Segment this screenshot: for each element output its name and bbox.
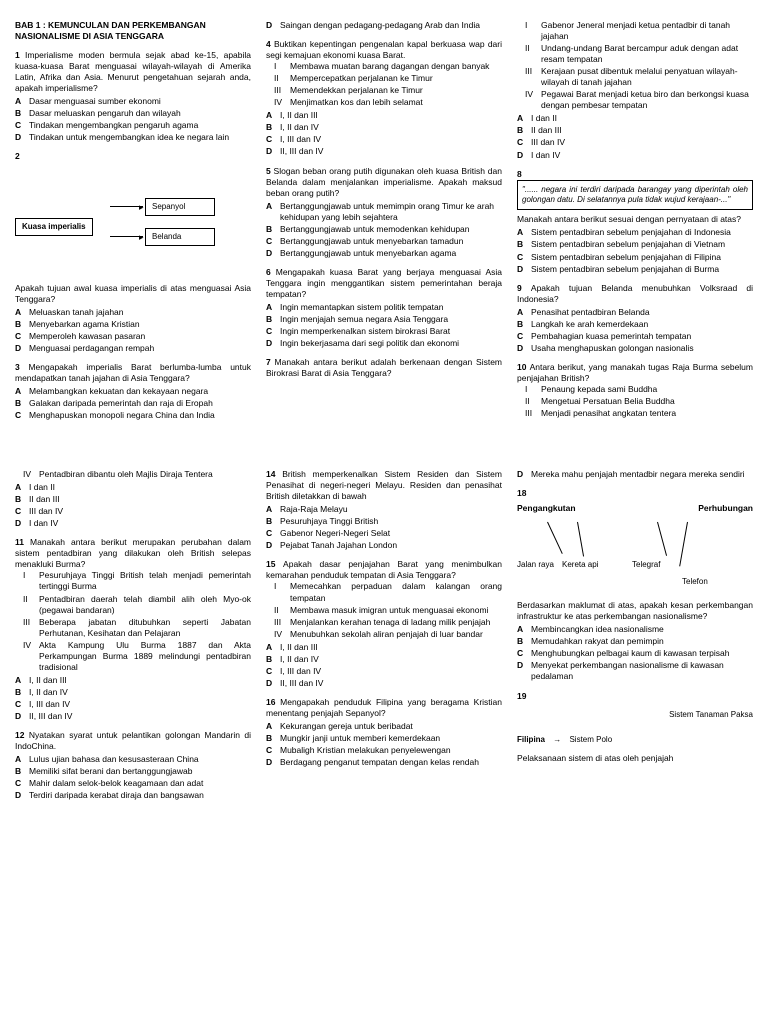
col-2: DSaingan dengan pedagang-pedagang Arab d… [266, 20, 502, 429]
question-9: 9 Apakah tujuan Belanda menubuhkan Volks… [517, 283, 753, 354]
question-5: 5 Slogan beban orang putih digunakan ole… [266, 166, 502, 259]
question-16: 16 Mengapakah penduduk Filipina yang ber… [266, 697, 502, 768]
page-2: IVPentadbiran dibantu oleh Majlis Diraja… [15, 469, 753, 809]
question-2: 2 Kuasa imperialis Sepanyol Belanda ▸ ▸ … [15, 151, 251, 353]
box-main: Kuasa imperialis [15, 218, 93, 236]
question-15: 15 Apakah dasar penjajahan Barat yang me… [266, 559, 502, 689]
infra-diagram: Jalan raya Kereta api Telegraf Telefon [517, 522, 753, 592]
chapter-title: BAB 1 : KEMUNCULAN DAN PERKEMBANGAN NASI… [15, 20, 251, 42]
q2-num: 2 [15, 151, 20, 161]
q1-options: ADasar menguasai sumber ekonomi BDasar m… [15, 96, 251, 143]
col-3: IGabenor Jeneral menjadi ketua pentadbir… [517, 20, 753, 429]
question-7: 7 Manakah antara berikut adalah berkenaa… [266, 357, 502, 379]
question-1: 1 Imperialisme moden bermula sejak abad … [15, 50, 251, 143]
quote-box: "...... negara ini terdiri daripada bara… [517, 180, 753, 211]
q2-diagram: Kuasa imperialis Sepanyol Belanda ▸ ▸ [15, 173, 251, 273]
q1-text: Imperialisme moden bermula sejak abad ke… [15, 50, 251, 93]
question-4: 4 Buktikan kepentingan pengenalan kapal … [266, 39, 502, 157]
box-sepanyol: Sepanyol [145, 198, 215, 216]
filipina-diagram: Sistem Tanaman Paksa Filipina → Sistem P… [517, 710, 753, 746]
question-11: 11 Manakah antara berikut merupakan peru… [15, 537, 251, 722]
question-14: 14 British memperkenalkan Sistem Residen… [266, 469, 502, 551]
question-19: 19 Sistem Tanaman Paksa Filipina → Siste… [517, 691, 753, 765]
q2-text: Apakah tujuan awal kuasa imperialis di a… [15, 283, 251, 304]
col-5: 14 British memperkenalkan Sistem Residen… [266, 469, 502, 809]
q1-num: 1 [15, 50, 25, 60]
box-belanda: Belanda [145, 228, 215, 246]
question-18: 18 Pengangkutan Perhubungan Jalan raya K… [517, 488, 753, 682]
question-12: 12 Nyatakan syarat untuk pelantikan golo… [15, 730, 251, 801]
question-8: 8 "...... negara ini terdiri daripada ba… [517, 169, 753, 275]
col-1: BAB 1 : KEMUNCULAN DAN PERKEMBANGAN NASI… [15, 20, 251, 429]
question-6: 6 Mengapakah kuasa Barat yang berjaya me… [266, 267, 502, 349]
question-3: 3 Mengapakah imperialis Barat berlumba-l… [15, 362, 251, 421]
question-10: 10 Antara berikut, yang manakah tugas Ra… [517, 362, 753, 419]
page-1: BAB 1 : KEMUNCULAN DAN PERKEMBANGAN NASI… [15, 20, 753, 429]
col-6: DMereka mahu penjajah mentadbir negara m… [517, 469, 753, 809]
col-4: IVPentadbiran dibantu oleh Majlis Diraja… [15, 469, 251, 809]
